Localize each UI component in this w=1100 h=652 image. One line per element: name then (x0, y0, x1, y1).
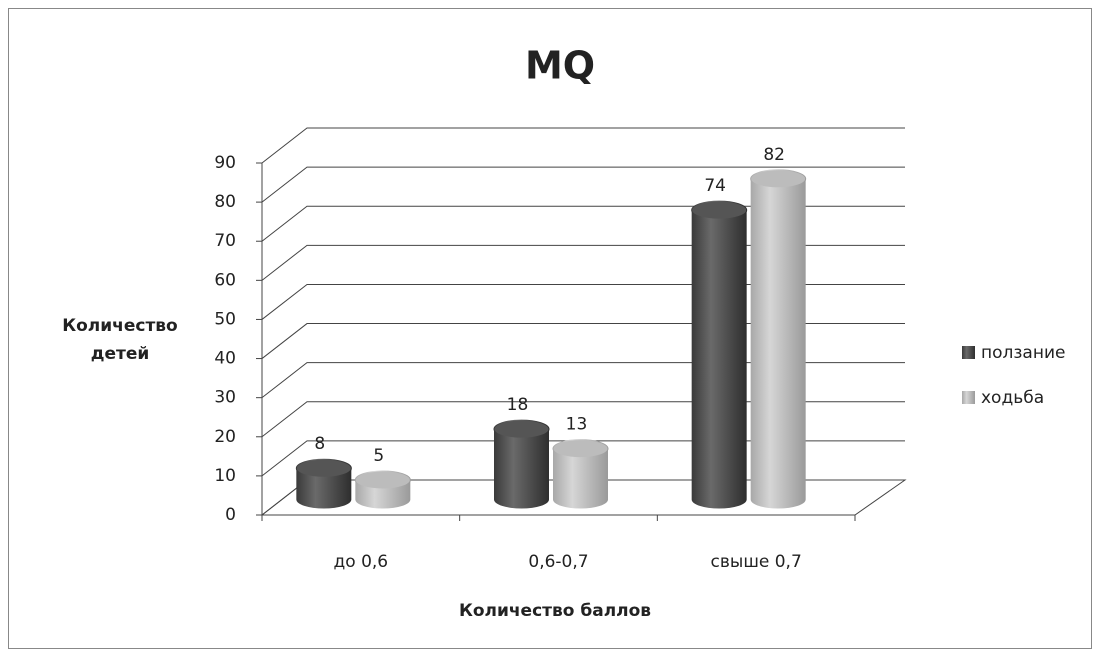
y-tick-label: 10 (214, 466, 236, 486)
y-axis-title: Количество детей (62, 316, 178, 364)
data-label: 82 (763, 145, 785, 165)
bar-top (552, 439, 609, 459)
y-tick-label: 80 (214, 192, 236, 212)
bar (493, 419, 550, 509)
data-label: 13 (566, 415, 588, 435)
bar (691, 200, 748, 509)
y-tick-label: 90 (214, 153, 236, 173)
y-tick-label: 20 (214, 427, 236, 447)
chart-border (8, 8, 1092, 649)
chart-title: MQ (525, 44, 595, 88)
bar (750, 169, 807, 509)
bar (552, 439, 609, 509)
x-tick-label: 0,6-0,7 (528, 552, 588, 572)
y-tick-label: 50 (214, 309, 236, 329)
data-label: 18 (507, 395, 529, 415)
data-label: 8 (314, 434, 325, 454)
legend-label: ползание (981, 343, 1065, 363)
bar-body (553, 448, 608, 509)
y-tick-label: 40 (214, 349, 236, 369)
bar (295, 458, 352, 509)
data-label: 5 (373, 446, 384, 466)
bar (354, 470, 411, 509)
x-tick-label: свыше 0,7 (711, 552, 802, 572)
legend-swatch (962, 346, 975, 359)
bar-top (354, 470, 411, 490)
y-tick-label: 70 (214, 231, 236, 251)
x-tick-label: до 0,6 (334, 552, 389, 572)
bar-top (691, 200, 748, 220)
bar-body (750, 178, 806, 509)
bar-top (295, 458, 352, 478)
y-tick-label: 30 (214, 388, 236, 408)
legend-label: ходьба (981, 388, 1044, 408)
bar-body (691, 210, 747, 509)
legend-swatch (962, 391, 975, 404)
grid-line (261, 166, 905, 203)
bar-body (494, 429, 549, 509)
bar-top (493, 419, 550, 439)
grid-line (261, 127, 905, 164)
y-tick-label: 0 (225, 505, 236, 525)
x-axis-title: Количество баллов (459, 601, 651, 621)
y-tick-label: 60 (214, 270, 236, 290)
bar-body (296, 468, 352, 509)
bar-top (750, 169, 807, 189)
data-label: 74 (704, 176, 726, 196)
